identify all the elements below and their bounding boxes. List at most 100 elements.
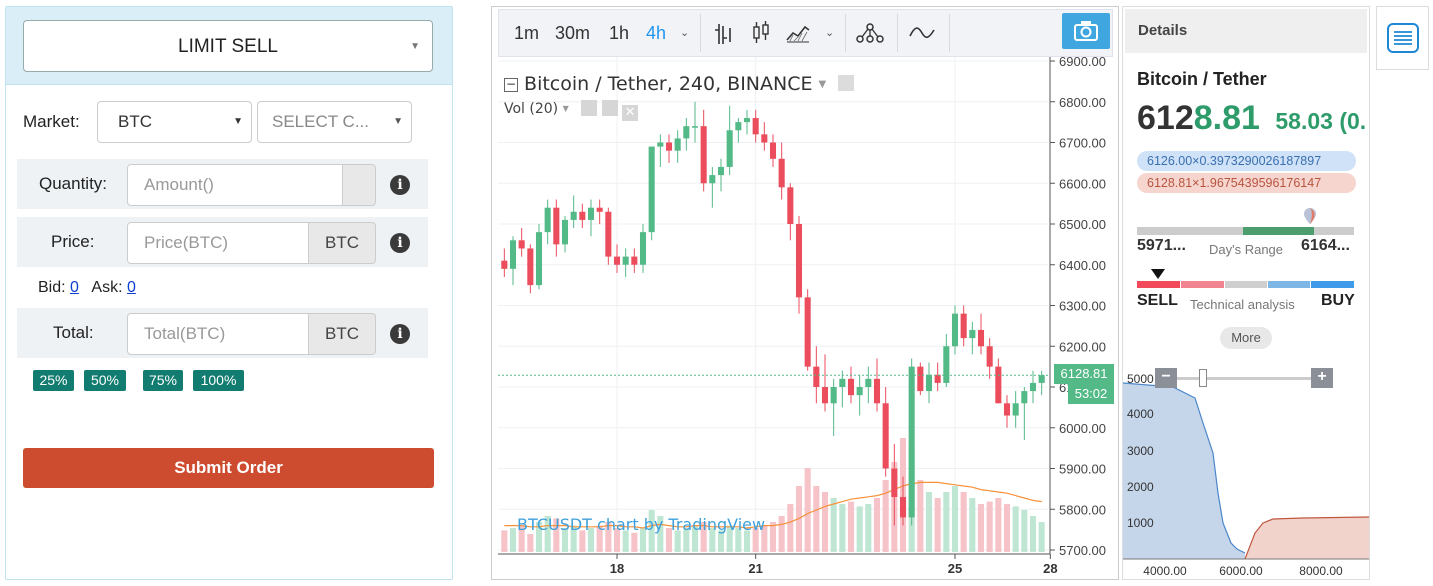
volume-label: Vol (20) bbox=[504, 101, 559, 117]
toolbar-separator bbox=[845, 14, 846, 52]
candle-body bbox=[700, 126, 707, 184]
range-label: Day's Range bbox=[1209, 242, 1284, 257]
candle-body bbox=[882, 403, 889, 469]
volume-bar bbox=[501, 530, 508, 552]
area-chart-icon[interactable] bbox=[785, 22, 811, 44]
volume-bar bbox=[865, 504, 872, 552]
order-type-header: LIMIT SELL ▼ bbox=[6, 7, 452, 85]
details-panel: Details Bitcoin / Tether 6128.81 58.03 (… bbox=[1122, 6, 1370, 580]
analysis-pointer-icon bbox=[1151, 269, 1165, 279]
percent-75-button[interactable]: 75% bbox=[143, 370, 183, 391]
candle-body bbox=[1012, 403, 1019, 416]
candles-icon[interactable] bbox=[751, 20, 771, 46]
volume-bar bbox=[787, 504, 794, 552]
chevron-down-icon[interactable]: ⌄ bbox=[680, 27, 690, 39]
volume-bar bbox=[856, 506, 863, 552]
compare-icon[interactable] bbox=[909, 24, 935, 42]
candle-body bbox=[648, 146, 655, 233]
details-header: Details bbox=[1125, 9, 1367, 53]
candle-body bbox=[570, 211, 577, 220]
candle-body bbox=[518, 240, 525, 249]
tradingview-watermark[interactable]: BTCUSDT chart by TradingView bbox=[517, 515, 766, 534]
eye-icon[interactable] bbox=[581, 100, 598, 116]
candle-body bbox=[553, 207, 560, 245]
market-select[interactable]: BTC ▼ bbox=[97, 101, 252, 143]
interval-4h-button[interactable]: 4h bbox=[646, 23, 667, 43]
time-axis: 18 21 25 28 bbox=[498, 553, 1058, 576]
zoom-slider-handle[interactable] bbox=[1199, 369, 1207, 387]
zoom-in-button[interactable]: + bbox=[1311, 368, 1333, 388]
price-chart[interactable]: 6900.00 6800.00 6700.00 6600.00 6500.00 6400.… bbox=[492, 57, 1118, 579]
symbol-legend: − Bitcoin / Tether, 240, BINANCE ▼ bbox=[504, 73, 855, 95]
percent-50-button[interactable]: 50% bbox=[84, 370, 126, 391]
chevron-down-icon[interactable]: ▼ bbox=[562, 104, 569, 113]
info-icon[interactable]: i bbox=[390, 233, 410, 253]
volume-bar bbox=[995, 498, 1002, 552]
close-icon[interactable]: ✕ bbox=[622, 105, 639, 121]
volume-bar bbox=[631, 532, 638, 552]
ta-strong-sell bbox=[1137, 281, 1180, 288]
ask-link[interactable]: 0 bbox=[126, 279, 136, 296]
order-type-select[interactable]: LIMIT SELL ▼ bbox=[23, 20, 433, 72]
volume-bar bbox=[917, 480, 924, 552]
quantity-input[interactable]: Amount() bbox=[127, 164, 343, 206]
candle-body bbox=[891, 468, 898, 498]
volume-bar bbox=[882, 480, 889, 552]
ta-buy bbox=[1268, 281, 1310, 288]
candle-body bbox=[544, 207, 551, 233]
info-icon[interactable]: i bbox=[390, 324, 410, 344]
gear-icon[interactable] bbox=[601, 100, 618, 116]
chevron-down-icon: ▼ bbox=[410, 41, 420, 52]
buy-label: BUY bbox=[1321, 292, 1355, 309]
settings-icon[interactable] bbox=[838, 75, 855, 91]
volume-bar bbox=[1003, 504, 1011, 552]
volume-bars bbox=[501, 438, 1045, 552]
price-tick-label: 6200.00 bbox=[1059, 339, 1106, 354]
bid-link[interactable]: 0 bbox=[70, 279, 79, 296]
interval-30m-button[interactable]: 30m bbox=[555, 23, 591, 43]
percent-25-button[interactable]: 25% bbox=[33, 370, 74, 391]
quantity-placeholder: Amount() bbox=[144, 175, 214, 194]
candle-body bbox=[527, 248, 534, 286]
volume-bar bbox=[527, 534, 534, 552]
candle-body bbox=[1003, 403, 1011, 416]
submit-order-button[interactable]: Submit Order bbox=[23, 448, 434, 488]
candle-body bbox=[856, 387, 863, 396]
depth-x-tick: 8000.00 bbox=[1299, 564, 1343, 578]
candle-body bbox=[579, 211, 586, 220]
candle-body bbox=[951, 313, 959, 347]
chevron-down-icon[interactable]: ⌄ bbox=[825, 27, 835, 39]
candle-body bbox=[960, 313, 967, 339]
chevron-down-icon[interactable]: ▼ bbox=[818, 79, 827, 90]
total-input[interactable]: Total(BTC) bbox=[127, 313, 309, 355]
info-icon[interactable]: i bbox=[390, 175, 410, 195]
volume-bar bbox=[691, 525, 699, 552]
zoom-out-button[interactable]: − bbox=[1155, 368, 1177, 388]
candle-body bbox=[795, 224, 803, 298]
ta-label: Technical analysis bbox=[1190, 297, 1295, 312]
candle-body bbox=[605, 211, 612, 257]
volume-bar bbox=[579, 530, 586, 552]
volume-bar bbox=[804, 468, 811, 552]
depth-chart[interactable]: 5000 4000 3000 2000 1000 4000.00 6000.00 8000.0… bbox=[1123, 363, 1369, 579]
ask-label: Ask: bbox=[91, 279, 123, 296]
interval-1h-button[interactable]: 1h bbox=[609, 23, 630, 43]
time-tick-label: 25 bbox=[948, 561, 962, 576]
percent-100-button[interactable]: 100% bbox=[193, 370, 244, 391]
interval-1m-button[interactable]: 1m bbox=[514, 23, 540, 43]
snapshot-button[interactable] bbox=[1062, 13, 1110, 49]
price-input[interactable]: Price(BTC) bbox=[127, 222, 309, 264]
indicators-icon[interactable] bbox=[855, 22, 885, 46]
volume-bar bbox=[969, 498, 976, 552]
candle-body bbox=[631, 256, 638, 265]
more-button[interactable]: More bbox=[1220, 327, 1272, 349]
volume-bar bbox=[925, 492, 933, 552]
toolbar-separator bbox=[897, 14, 898, 52]
bar-chart-icon[interactable] bbox=[713, 22, 735, 46]
price-change: 58.03 (0. bbox=[1275, 108, 1367, 134]
depth-y-tick: 3000 bbox=[1127, 444, 1154, 458]
candle-body bbox=[639, 232, 647, 265]
menu-button[interactable] bbox=[1376, 6, 1429, 70]
coin-select[interactable]: SELECT C... ▼ bbox=[257, 101, 412, 143]
collapse-icon[interactable]: − bbox=[504, 77, 518, 92]
